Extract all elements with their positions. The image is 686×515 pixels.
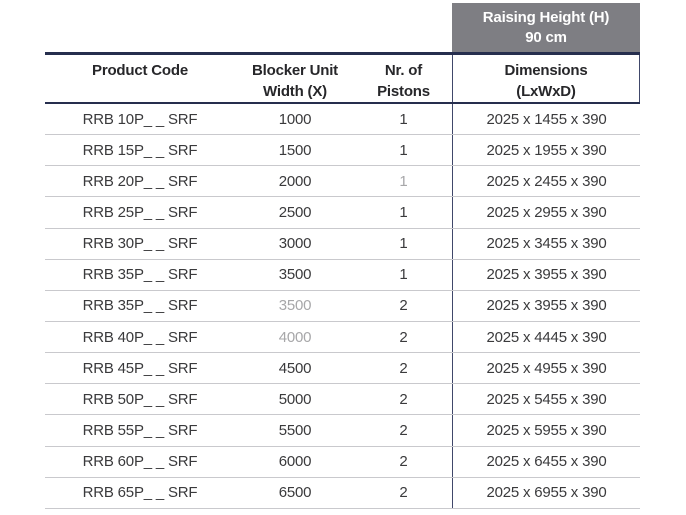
table-row: RRB 35P_ _ SRF 3500 1 2025 x 3955 x 390 <box>45 259 640 291</box>
table-cell-pistons: 2 <box>399 421 408 439</box>
table-row: RRB 15P_ _ SRF 1500 1 2025 x 1955 x 390 <box>45 135 640 167</box>
table-row: RRB 10P_ _ SRF 1000 1 2025 x 1455 x 390 <box>45 104 640 136</box>
table-cell-pistons: 2 <box>399 390 408 408</box>
table-cell-pistons: 1 <box>399 266 408 284</box>
table-cell-width: 1000 <box>278 110 312 128</box>
table-cell-dimensions: 2025 x 1455 x 390 <box>452 104 640 135</box>
table-cell-product-code: RRB 45P_ _ SRF <box>82 359 198 377</box>
column-header-line: Pistons <box>377 83 430 100</box>
column-header-line: Dimensions <box>504 62 588 79</box>
column-header-product-code: Product Code <box>45 55 235 102</box>
column-header-dimensions: Dimensions (LxWxD) <box>452 55 640 102</box>
table-cell-pistons: 1 <box>399 203 408 221</box>
table-header-row: Product Code Blocker Unit Width (X) Nr. … <box>45 55 640 102</box>
table-cell-pistons: 1 <box>399 141 408 159</box>
table-row: RRB 25P_ _ SRF 2500 1 2025 x 2955 x 390 <box>45 197 640 229</box>
table-cell-product-code: RRB 30P_ _ SRF <box>82 235 198 253</box>
table-cell-pistons: 1 <box>399 172 408 190</box>
table-cell-product-code: RRB 15P_ _ SRF <box>82 141 198 159</box>
table-row: RRB 35P_ _ SRF 3500 2 2025 x 3955 x 390 <box>45 290 640 322</box>
column-header-line: Nr. of <box>384 62 423 79</box>
table-cell-width: 3000 <box>278 235 312 253</box>
table-cell-dimensions: 2025 x 2455 x 390 <box>452 166 640 197</box>
table-cell-product-code: RRB 65P_ _ SRF <box>82 484 198 502</box>
table-cell-dimensions: 2025 x 5455 x 390 <box>452 384 640 415</box>
table-cell-width: 3500 <box>278 266 312 284</box>
table-cell-width: 2000 <box>278 172 312 190</box>
table-cell-pistons: 1 <box>399 235 408 253</box>
table-row: RRB 55P_ _ SRF 5500 2 2025 x 5955 x 390 <box>45 415 640 447</box>
table-cell-width: 5000 <box>278 390 312 408</box>
table-body: RRB 10P_ _ SRF 1000 1 2025 x 1455 x 390 RRB … <box>45 104 640 509</box>
table-cell-product-code: RRB 35P_ _ SRF <box>82 266 198 284</box>
table-cell-product-code: RRB 20P_ _ SRF <box>82 172 198 190</box>
column-header-nr-of-pistons: Nr. of Pistons <box>355 55 452 102</box>
table-cell-dimensions: 2025 x 1955 x 390 <box>452 135 640 166</box>
table-cell-dimensions: 2025 x 3955 x 390 <box>452 259 640 290</box>
table-cell-width: 4500 <box>278 359 312 377</box>
raising-height-header: Raising Height (H) 90 cm <box>452 3 640 52</box>
raising-height-label: Raising Height (H) <box>482 8 610 26</box>
table-cell-product-code: RRB 50P_ _ SRF <box>82 390 198 408</box>
table-row: RRB 60P_ _ SRF 6000 2 2025 x 6455 x 390 <box>45 446 640 478</box>
table-cell-dimensions: 2025 x 6455 x 390 <box>452 446 640 477</box>
table-cell-product-code: RRB 40P_ _ SRF <box>82 328 198 346</box>
table-cell-width: 1500 <box>278 141 312 159</box>
table-cell-dimensions: 2025 x 3955 x 390 <box>452 290 640 321</box>
table-cell-width: 3500 <box>278 297 312 315</box>
table-cell-pistons: 2 <box>399 484 408 502</box>
table-cell-product-code: RRB 25P_ _ SRF <box>82 203 198 221</box>
table-row: RRB 40P_ _ SRF 4000 2 2025 x 4445 x 390 <box>45 321 640 354</box>
column-header-line: Product Code <box>92 62 188 79</box>
table-cell-product-code: RRB 10P_ _ SRF <box>82 110 198 128</box>
table-cell-product-code: RRB 60P_ _ SRF <box>82 453 198 471</box>
table-row: RRB 20P_ _ SRF 2000 1 2025 x 2455 x 390 <box>45 166 640 198</box>
table-cell-pistons: 2 <box>399 453 408 471</box>
table-cell-dimensions: 2025 x 2955 x 390 <box>452 197 640 228</box>
raising-height-value: 90 cm <box>525 28 567 46</box>
table-cell-width: 6000 <box>278 453 312 471</box>
column-header-blocker-unit-width: Blocker Unit Width (X) <box>235 55 355 102</box>
table-row: RRB 65P_ _ SRF 6500 2 2025 x 6955 x 390 <box>45 477 640 509</box>
table-cell-product-code: RRB 55P_ _ SRF <box>82 421 198 439</box>
table-cell-product-code: RRB 35P_ _ SRF <box>82 297 198 315</box>
table-cell-dimensions: 2025 x 4955 x 390 <box>452 353 640 384</box>
table-cell-dimensions: 2025 x 6955 x 390 <box>452 477 640 508</box>
table-row: RRB 30P_ _ SRF 3000 1 2025 x 3455 x 390 <box>45 228 640 260</box>
table-cell-dimensions: 2025 x 5955 x 390 <box>452 415 640 446</box>
column-header-line: Blocker Unit <box>252 62 338 79</box>
table-cell-pistons: 2 <box>399 359 408 377</box>
table-cell-pistons: 2 <box>399 297 408 315</box>
header-top-rule <box>45 52 640 55</box>
table-cell-width: 4000 <box>278 328 312 346</box>
header-bottom-rule <box>45 102 640 104</box>
table-cell-dimensions: 2025 x 4445 x 390 <box>452 321 640 353</box>
table-cell-width: 6500 <box>278 484 312 502</box>
table-cell-pistons: 2 <box>399 328 408 346</box>
table-cell-width: 5500 <box>278 421 312 439</box>
table-row: RRB 50P_ _ SRF 5000 2 2025 x 5455 x 390 <box>45 384 640 416</box>
table-row: RRB 45P_ _ SRF 4500 2 2025 x 4955 x 390 <box>45 353 640 385</box>
column-header-line: Width (X) <box>263 83 327 100</box>
table-cell-width: 2500 <box>278 203 312 221</box>
column-header-line: (LxWxD) <box>516 83 576 100</box>
table-cell-dimensions: 2025 x 3455 x 390 <box>452 228 640 259</box>
table-cell-pistons: 1 <box>399 110 408 128</box>
